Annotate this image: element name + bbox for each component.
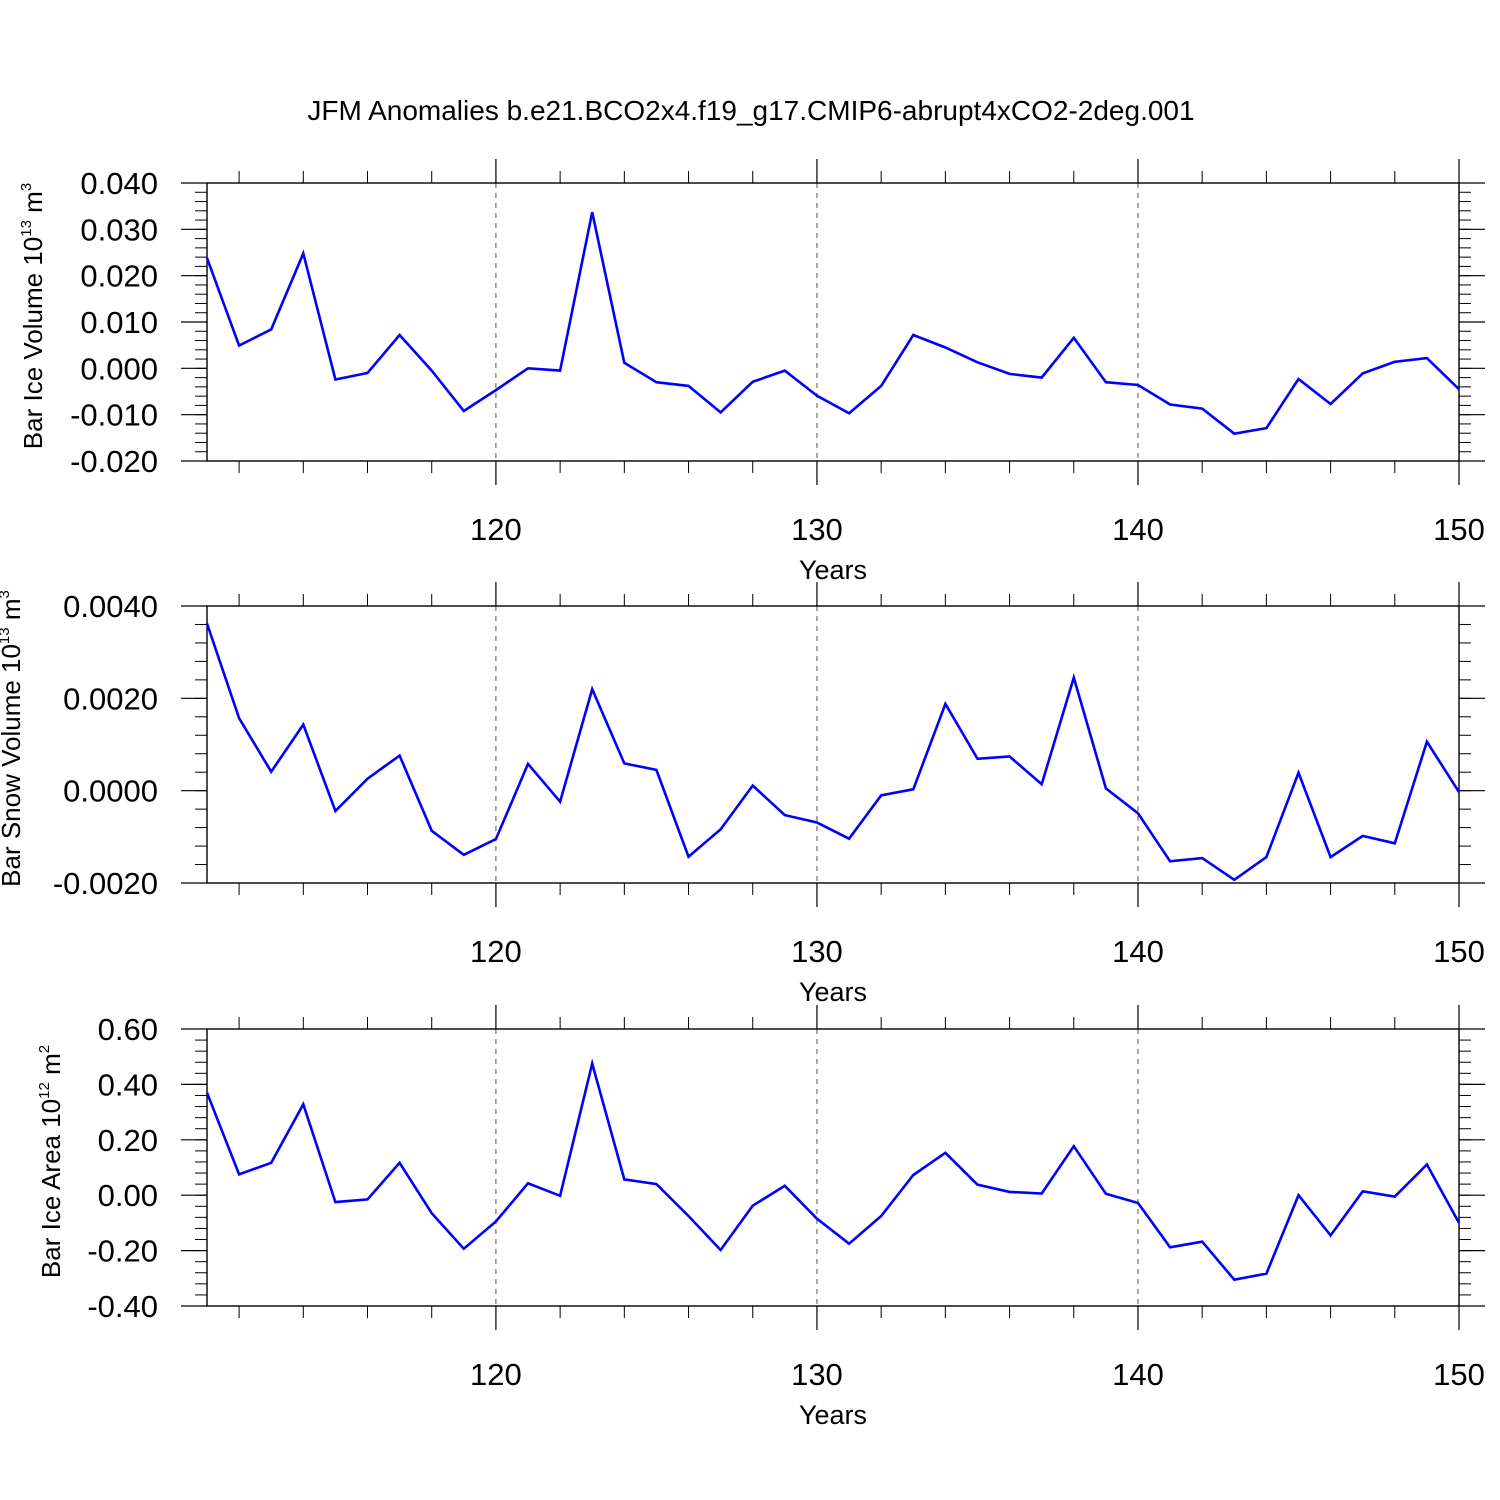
y-tick-label: 0.0020 bbox=[63, 681, 158, 716]
panel-1: 120 130 140 150 0.040 0.030 0.020 0.010 0.000 -0.… bbox=[18, 159, 1485, 585]
y-axis-title: Bar Snow Volume 1013 m3 bbox=[0, 590, 26, 887]
x-tick-label: 140 bbox=[1112, 1357, 1164, 1392]
x-tick-label: 150 bbox=[1433, 512, 1485, 547]
y-axis-title-unit: m bbox=[0, 598, 26, 627]
y-axis-title-unit-exponent: 3 bbox=[0, 590, 13, 598]
y-tick-label: -0.20 bbox=[87, 1234, 158, 1269]
y-tick-label: 0.0000 bbox=[63, 774, 158, 809]
x-axis-title: Years bbox=[799, 555, 867, 585]
y-tick-label: 0.0040 bbox=[63, 589, 158, 624]
y-axis-title-unit-exponent: 3 bbox=[18, 183, 35, 191]
x-tick-label: 120 bbox=[470, 934, 522, 969]
x-axis-title: Years bbox=[799, 1400, 867, 1430]
series-line bbox=[205, 1058, 1461, 1282]
x-tick-label: 130 bbox=[791, 512, 843, 547]
y-tick-label: 0.020 bbox=[80, 259, 158, 294]
series-line bbox=[205, 211, 1460, 436]
y-tick-label: 0.40 bbox=[98, 1067, 158, 1102]
y-tick-label: 0.20 bbox=[98, 1123, 158, 1158]
y-tick-label: -0.0020 bbox=[53, 866, 158, 901]
y-tick-label: 0.010 bbox=[80, 305, 158, 340]
y-tick-label: 0.030 bbox=[80, 212, 158, 247]
x-axis-title: Years bbox=[799, 977, 867, 1007]
panel-3: 120 130 140 150 0.60 0.40 0.20 0.00 -0.20 -0.40 Ye… bbox=[36, 1005, 1485, 1430]
plot-frame bbox=[206, 605, 1460, 884]
y-tick-label: 0.60 bbox=[98, 1012, 158, 1047]
x-tick-label: 120 bbox=[470, 1357, 522, 1392]
y-axis-title-main: Bar Ice Volume 10 bbox=[18, 237, 48, 449]
y-tick-label: 0.000 bbox=[80, 351, 158, 386]
y-tick-label: -0.020 bbox=[70, 444, 158, 479]
y-tick-label: -0.40 bbox=[87, 1289, 158, 1324]
series-line bbox=[205, 623, 1461, 882]
y-tick-label: 0.00 bbox=[98, 1178, 158, 1213]
x-tick-label: 130 bbox=[791, 1357, 843, 1392]
y-axis-title-unit: m bbox=[18, 191, 48, 220]
y-axis-title-unit-exponent: 2 bbox=[36, 1045, 53, 1053]
panel-2: 120 130 140 150 0.0040 0.0020 0.0000 -0.0020 Yea… bbox=[0, 582, 1485, 1007]
x-tick-label: 120 bbox=[470, 512, 522, 547]
x-tick-label: 140 bbox=[1112, 934, 1164, 969]
x-tick-label: 130 bbox=[791, 934, 843, 969]
y-axis-title-main: Bar Snow Volume 10 bbox=[0, 644, 26, 887]
y-axis-title: Bar Ice Area 1012 m2 bbox=[36, 1045, 66, 1278]
y-axis-title-main: Bar Ice Area 10 bbox=[36, 1099, 66, 1278]
y-tick-label: 0.040 bbox=[80, 166, 158, 201]
x-tick-label: 150 bbox=[1433, 1357, 1485, 1392]
y-axis-title-unit: m bbox=[36, 1053, 66, 1082]
figure-title: JFM Anomalies b.e21.BCO2x4.f19_g17.CMIP6… bbox=[307, 95, 1194, 126]
y-axis-title: Bar Ice Volume 1013 m3 bbox=[18, 183, 48, 449]
plot-frame bbox=[206, 1028, 1460, 1307]
y-axis-title-exponent: 13 bbox=[18, 220, 35, 237]
x-tick-label: 140 bbox=[1112, 512, 1164, 547]
y-tick-label: -0.010 bbox=[70, 398, 158, 433]
x-tick-label: 150 bbox=[1433, 934, 1485, 969]
y-axis-title-exponent: 13 bbox=[0, 627, 13, 644]
y-axis-title-exponent: 12 bbox=[36, 1082, 53, 1099]
